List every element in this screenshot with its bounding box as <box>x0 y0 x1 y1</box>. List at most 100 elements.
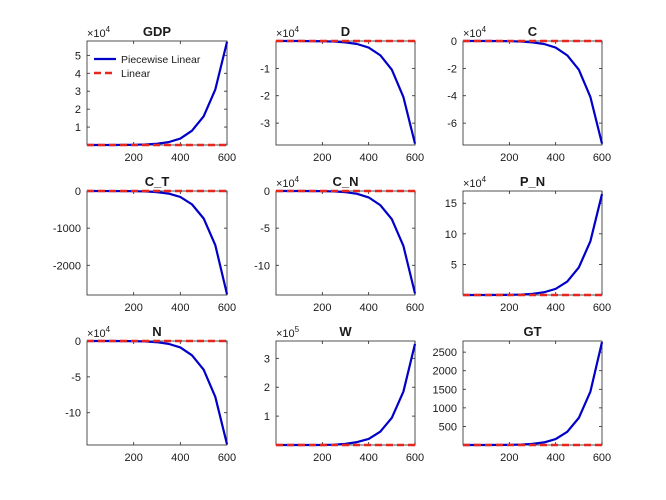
x-tick-label: 200 <box>124 452 142 464</box>
y-tick-label: 0 <box>75 186 81 198</box>
exponent-label: ×104 <box>463 175 487 190</box>
x-tick-label: 400 <box>171 302 189 314</box>
y-tick-label: -6 <box>447 118 457 130</box>
x-tick-label: 200 <box>313 152 331 164</box>
x-tick-label: 600 <box>593 152 611 164</box>
y-tick-label: 2 <box>75 104 81 116</box>
y-tick-label: 1500 <box>433 384 457 396</box>
x-tick-label: 200 <box>500 452 518 464</box>
exponent-power: 4 <box>482 175 487 184</box>
exponent-power: 4 <box>106 325 111 334</box>
x-tick-label: 200 <box>500 302 518 314</box>
x-tick-label: 400 <box>359 152 377 164</box>
y-tick-label: 0 <box>451 36 457 48</box>
exponent-base: ×10 <box>463 178 482 190</box>
y-tick-label: -4 <box>447 91 457 103</box>
x-tick-label: 200 <box>124 302 142 314</box>
x-tick-label: 400 <box>546 302 564 314</box>
legend-label-linear: Linear <box>121 68 151 80</box>
x-tick-label: 400 <box>359 302 377 314</box>
y-tick-label: 4 <box>75 68 81 80</box>
x-tick-label: 600 <box>406 302 424 314</box>
axes-box <box>275 340 416 446</box>
exponent-base: ×10 <box>276 28 295 40</box>
y-tick-label: 1000 <box>433 403 457 415</box>
axes-box <box>462 40 603 146</box>
x-tick-label: 600 <box>218 152 236 164</box>
y-tick-label: 0 <box>75 336 81 348</box>
y-tick-label: 1 <box>264 411 270 423</box>
x-tick-label: 200 <box>124 152 142 164</box>
y-tick-label: 5 <box>451 259 457 271</box>
y-tick-label: -10 <box>254 260 270 272</box>
axes-box <box>86 190 228 296</box>
exponent-base: ×10 <box>463 28 482 40</box>
exponent-label: ×104 <box>87 25 111 40</box>
x-tick-label: 600 <box>218 452 236 464</box>
y-tick-label: 15 <box>445 198 457 210</box>
x-tick-label: 200 <box>500 152 518 164</box>
x-tick-label: 400 <box>171 152 189 164</box>
x-tick-label: 600 <box>593 302 611 314</box>
y-tick-label: 10 <box>445 229 457 241</box>
y-tick-label: -5 <box>260 223 270 235</box>
axes-box <box>462 340 603 446</box>
y-tick-label: 500 <box>439 421 457 433</box>
y-tick-label: 3 <box>264 353 270 365</box>
y-tick-label: -10 <box>65 408 81 420</box>
subplot-d: 200 400 600 -1 -2 -3 ×104 D <box>260 24 424 164</box>
exponent-power: 4 <box>482 25 487 34</box>
x-tick-label: 400 <box>546 452 564 464</box>
exponent-label: ×104 <box>463 25 487 40</box>
exponent-base: ×10 <box>276 178 295 190</box>
x-tick-label: 600 <box>406 152 424 164</box>
x-tick-label: 600 <box>593 452 611 464</box>
exponent-label: ×104 <box>87 325 111 340</box>
y-tick-label: 2500 <box>433 347 457 359</box>
x-tick-label: 600 <box>218 302 236 314</box>
y-tick-label: 2 <box>264 382 270 394</box>
subplot-n: 200 400 600 0 -5 -10 ×104 N <box>65 324 236 464</box>
subplot-c: 200 400 600 0 -2 -4 -6 ×104 C <box>447 24 611 164</box>
exponent-power: 5 <box>295 325 300 334</box>
exponent-power: 4 <box>295 175 300 184</box>
subplot-title: D <box>341 24 350 39</box>
y-tick-label: -2 <box>447 63 457 75</box>
x-tick-label: 600 <box>406 452 424 464</box>
y-tick-label: -5 <box>71 372 81 384</box>
exponent-label: ×105 <box>276 325 300 340</box>
exponent-power: 4 <box>106 25 111 34</box>
y-tick-label: -1000 <box>53 223 81 235</box>
x-tick-label: 400 <box>359 452 377 464</box>
y-tick-label: -3 <box>260 118 270 130</box>
subplot-w: 200 400 600 1 2 3 ×105 W <box>264 324 424 464</box>
x-tick-label: 200 <box>313 452 331 464</box>
exponent-label: ×104 <box>276 175 300 190</box>
subplot-c_n: 200 400 600 0 -5 -10 ×104 C_N <box>254 174 424 314</box>
exponent-base: ×10 <box>87 28 106 40</box>
x-tick-label: 400 <box>171 452 189 464</box>
subplot-gt: 200 400 600 500 1000 1500 2000 2500 GT <box>433 324 612 464</box>
exponent-base: ×10 <box>276 328 295 340</box>
legend-label-piecewise: Piecewise Linear <box>121 54 201 66</box>
y-tick-label: 2000 <box>433 366 457 378</box>
y-tick-label: 5 <box>75 50 81 62</box>
y-tick-label: 1 <box>75 122 81 134</box>
subplot-p_n: 200 400 600 5 10 15 ×104 P_N <box>445 174 611 314</box>
legend: Piecewise Linear Linear <box>94 54 201 80</box>
subplot-title: C_N <box>332 174 358 189</box>
subplot-title: GDP <box>143 24 172 39</box>
axes-box <box>275 40 416 146</box>
y-tick-label: -2000 <box>53 260 81 272</box>
subplot-title: P_N <box>520 174 545 189</box>
axes-box <box>86 340 228 446</box>
y-tick-label: 0 <box>264 186 270 198</box>
y-tick-label: -2 <box>260 91 270 103</box>
x-tick-label: 400 <box>546 152 564 164</box>
axes-box <box>462 190 603 296</box>
subplot-title: C <box>528 24 538 39</box>
subplot-title: C_T <box>145 174 170 189</box>
axes-box <box>275 190 416 296</box>
